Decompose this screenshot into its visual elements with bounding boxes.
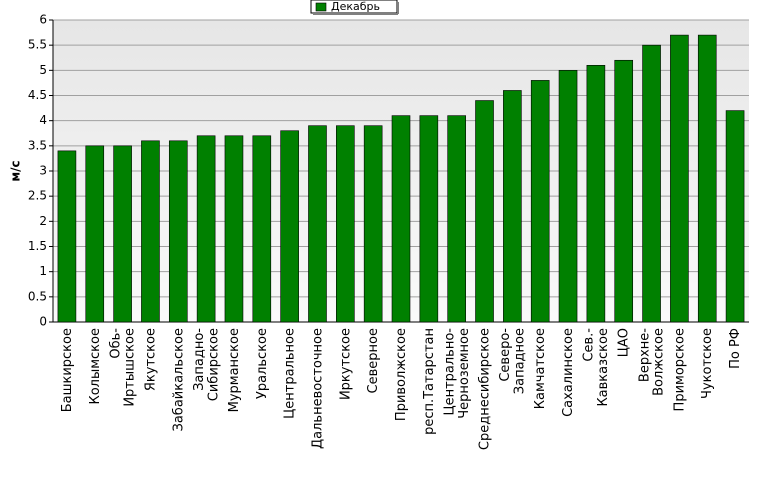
x-tick-label: Чукотское <box>700 328 715 399</box>
x-tick-label: Колымское <box>87 328 102 405</box>
bar <box>725 110 745 323</box>
y-tick-label: 0.5 <box>28 289 47 303</box>
x-tick-label: Приволжское <box>394 328 409 421</box>
y-tick-label: 5.5 <box>28 38 47 52</box>
bar <box>280 130 299 323</box>
legend-label: Декабрь <box>331 0 380 13</box>
bar <box>614 59 634 323</box>
x-tick-label: Сев.-Кавказское <box>581 328 610 407</box>
y-tick-label: 3.5 <box>28 138 47 152</box>
x-tick-label: Северо-Западное <box>498 328 527 395</box>
x-tick-label: Уральское <box>254 328 269 399</box>
y-tick-label: 2 <box>39 214 47 228</box>
x-tick-label: Центральное <box>282 328 297 419</box>
y-tick-label: 3 <box>39 164 47 178</box>
y-axis-label: м/с <box>9 160 23 181</box>
bar <box>475 100 494 323</box>
x-tick-label: Центрально-Черноземное <box>442 328 471 419</box>
x-tick-label: Якутское <box>143 328 158 391</box>
bar <box>308 125 327 323</box>
bar <box>670 34 689 323</box>
bar <box>252 135 272 323</box>
bar <box>168 140 188 323</box>
y-tick-label: 4 <box>39 113 47 127</box>
x-tick-label: Камчатское <box>533 328 548 409</box>
bar <box>558 70 578 323</box>
y-tick-label: 2.5 <box>28 189 47 203</box>
y-tick-label: 5 <box>39 63 47 77</box>
bar <box>363 125 383 323</box>
legend: Декабрь <box>310 0 399 15</box>
bar <box>642 44 661 323</box>
bar <box>57 150 77 323</box>
bar <box>419 115 439 323</box>
bar <box>336 125 355 323</box>
x-tick-label: Северное <box>366 328 381 393</box>
bar <box>113 145 132 323</box>
x-tick-label: Сахалинское <box>561 328 576 417</box>
bar <box>141 140 160 323</box>
x-tick-label: Дальневосточное <box>310 328 325 449</box>
y-tick-label: 1 <box>39 264 47 278</box>
x-tick-label: Приморское <box>672 328 687 411</box>
bar <box>391 115 411 323</box>
x-tick-label: По РФ <box>728 328 743 369</box>
x-tick-label: Верхне-Волжское <box>637 328 666 396</box>
bar <box>586 65 606 323</box>
bar <box>224 135 244 323</box>
y-tick-label: 6 <box>39 13 47 27</box>
bar <box>447 115 466 323</box>
bar <box>85 145 105 323</box>
x-tick-label: Западно-Сибирское <box>191 328 220 402</box>
x-tick-label: ЦАО <box>616 328 631 357</box>
x-tick-label: Иркутское <box>338 328 353 400</box>
x-tick-label: Обь-Иртышское <box>108 328 137 407</box>
x-tick-label: респ.Татарстан <box>421 328 436 435</box>
y-tick-label: 1.5 <box>28 239 47 253</box>
x-tick-label: Среднесибирское <box>477 328 492 450</box>
bar <box>530 80 550 323</box>
x-tick-label: Башкирское <box>59 328 74 412</box>
bar <box>196 135 216 323</box>
x-tick-label: Забайкальское <box>171 328 186 431</box>
y-tick-label: 4.5 <box>28 88 47 102</box>
y-tick-label: 0 <box>39 315 47 329</box>
legend-swatch <box>315 2 327 12</box>
bar <box>697 34 717 323</box>
bar <box>503 90 522 323</box>
x-tick-label: Мурманское <box>226 328 241 412</box>
